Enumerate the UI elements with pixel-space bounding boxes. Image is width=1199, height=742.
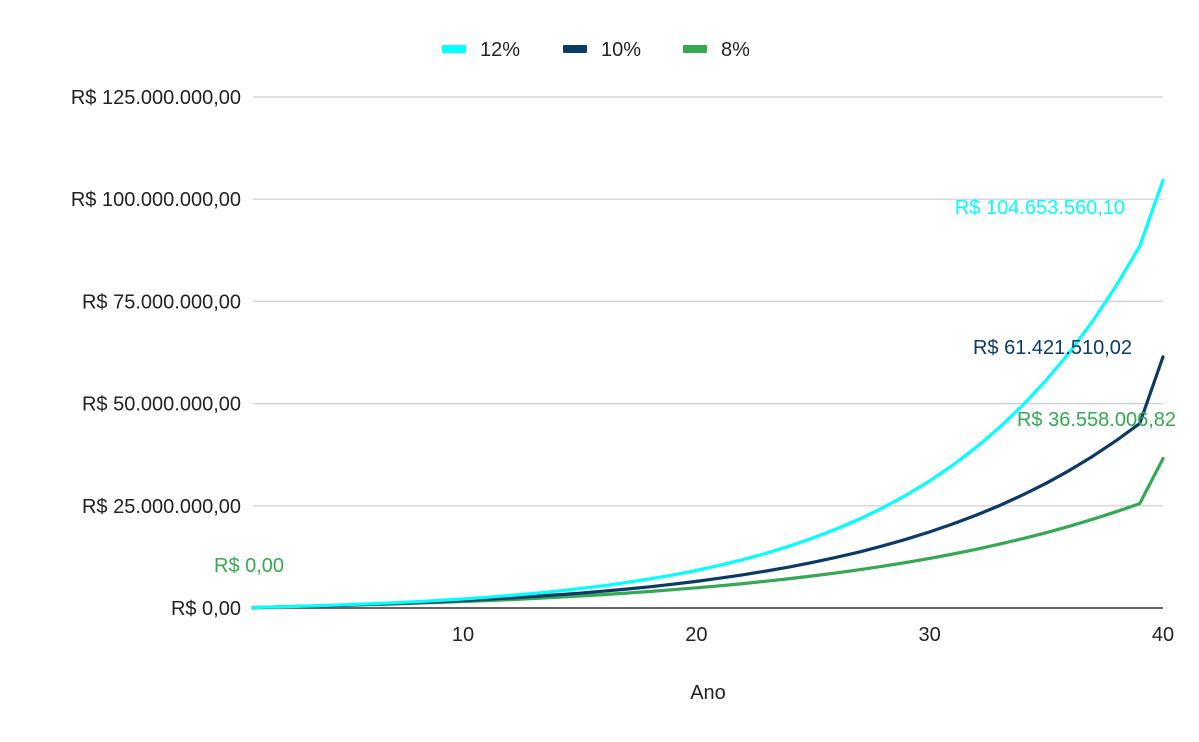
data-labels: R$ 104.653.560,10 R$ 61.421.510,02 R$ 36.5… xyxy=(214,197,1176,577)
x-tick-label: 40 xyxy=(1152,624,1174,646)
series-line-12pct xyxy=(251,178,1165,610)
legend-label: 12% xyxy=(480,39,520,61)
y-tick-label: R$ 25.000.000,00 xyxy=(82,496,241,518)
data-label-10pct-end: R$ 61.421.510,02 xyxy=(973,337,1132,359)
y-tick-label: R$ 75.000.000,00 xyxy=(82,291,241,313)
grid-lines xyxy=(253,96,1163,507)
x-axis-title: Ano xyxy=(690,682,726,704)
y-tick-label: R$ 100.000.000,00 xyxy=(71,189,241,211)
data-label-8pct-end: R$ 36.558.006,82 xyxy=(1017,409,1176,431)
x-tick-label: 10 xyxy=(452,624,474,646)
legend-swatch-8pct xyxy=(683,45,707,53)
legend-swatch-10pct xyxy=(563,45,587,53)
series-lines xyxy=(251,178,1165,610)
legend-label: 10% xyxy=(601,39,641,61)
series-line-10pct xyxy=(251,355,1165,610)
y-tick-label: R$ 50.000.000,00 xyxy=(82,394,241,416)
x-tick-label: 30 xyxy=(919,624,941,646)
series-line-8pct xyxy=(251,457,1165,610)
data-label-8pct-start: R$ 0,00 xyxy=(214,555,284,577)
legend: 12% 10% 8% xyxy=(442,39,750,61)
data-label-12pct-end: R$ 104.653.560,10 xyxy=(955,197,1125,219)
y-tick-label: R$ 125.000.000,00 xyxy=(71,87,241,109)
legend-label: 8% xyxy=(721,39,750,61)
x-axis-tick-labels: 10 20 30 40 xyxy=(452,624,1174,646)
x-tick-label: 20 xyxy=(685,624,707,646)
legend-swatch-12pct xyxy=(442,45,466,53)
y-tick-label: R$ 0,00 xyxy=(171,598,241,620)
y-axis-tick-labels: R$ 0,00 R$ 25.000.000,00 R$ 50.000.000,00 R… xyxy=(71,87,241,620)
